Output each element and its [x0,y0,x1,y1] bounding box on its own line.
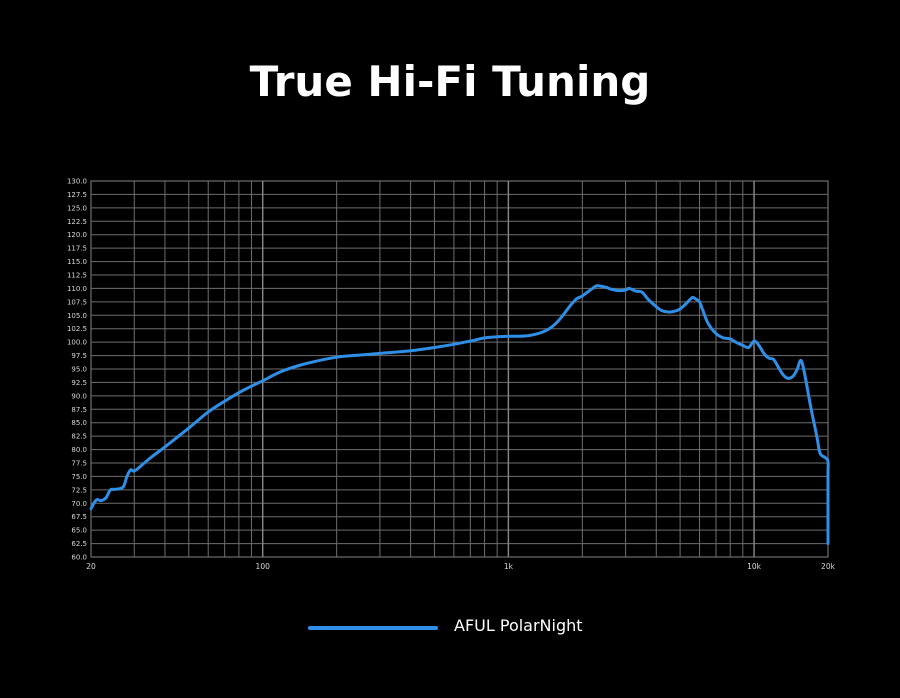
x-tick-label: 20k [821,562,836,571]
x-tick-label: 20 [86,562,96,571]
x-tick-label: 10k [747,562,762,571]
y-tick-label: 70.0 [71,500,87,508]
legend-label: AFUL PolarNight [454,616,583,635]
y-tick-label: 65.0 [71,527,87,535]
y-tick-label: 115.0 [67,258,87,266]
series-layer [89,284,830,546]
y-tick-label: 92.5 [71,379,87,387]
y-tick-label: 62.5 [71,540,87,548]
y-tick-label: 97.5 [71,352,87,360]
y-axis-ticks: 60.0 62.5 65.0 67.5 70.0 72.5 75.0 77.5 80.0 82.5… [67,178,87,562]
y-tick-label: 117.5 [67,245,87,253]
y-tick-label: 72.5 [71,486,87,494]
y-tick-label: 120.0 [67,231,87,239]
y-tick-label: 87.5 [71,406,87,414]
chart-grid [90,180,829,558]
y-tick-label: 125.0 [67,204,87,212]
y-tick-label: 95.0 [71,366,87,374]
y-tick-label: 67.5 [71,513,87,521]
y-tick-label: 105.0 [67,312,87,320]
y-tick-label: 107.5 [67,298,87,306]
y-tick-label: 60.0 [71,554,87,562]
series-line-afulpolarnight [89,284,830,546]
x-axis-ticks: 20 100 1k 10k 20k [86,562,835,571]
y-tick-label: 80.0 [71,446,87,454]
legend-swatch [308,626,438,630]
x-tick-label: 1k [504,562,514,571]
y-tick-label: 75.0 [71,473,87,481]
y-tick-label: 112.5 [67,272,87,280]
chart-legend: AFUL PolarNight [0,612,900,642]
y-tick-label: 85.0 [71,419,87,427]
y-tick-label: 90.0 [71,392,87,400]
y-tick-label: 82.5 [71,433,87,441]
y-tick-label: 102.5 [67,325,87,333]
y-tick-label: 127.5 [67,191,87,199]
x-tick-label: 100 [256,562,271,571]
y-tick-label: 130.0 [67,178,87,186]
y-tick-label: 122.5 [67,218,87,226]
y-tick-label: 100.0 [67,339,87,347]
y-tick-label: 110.0 [67,285,87,293]
y-tick-label: 77.5 [71,460,87,468]
page-title: True Hi-Fi Tuning [249,57,651,106]
